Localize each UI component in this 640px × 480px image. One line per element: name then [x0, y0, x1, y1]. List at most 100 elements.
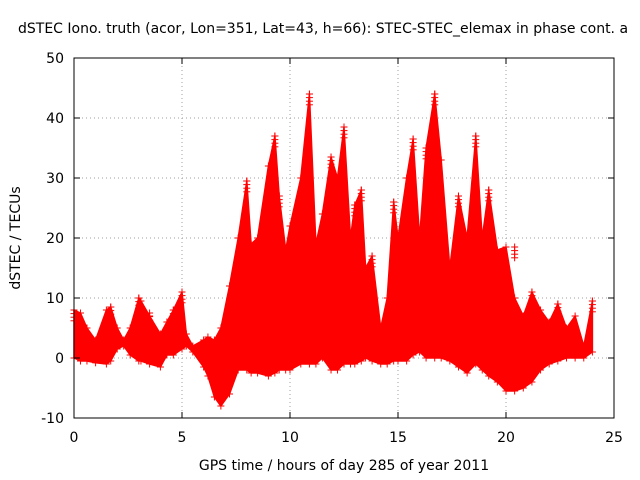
upper-point — [580, 342, 588, 350]
lower-point — [318, 354, 326, 362]
upper-point — [346, 234, 354, 242]
upper-point — [351, 201, 359, 209]
upper-point — [275, 192, 283, 200]
lower-point — [368, 357, 376, 365]
lower-point — [83, 357, 91, 365]
upper-point — [390, 198, 398, 206]
lower-point — [511, 387, 519, 395]
upper-point — [416, 234, 424, 242]
y-tick-label: 10 — [46, 291, 64, 307]
data-markers — [70, 90, 596, 410]
lower-point — [416, 348, 424, 356]
upper-point — [210, 336, 218, 344]
upper-point — [297, 174, 305, 182]
upper-point — [282, 246, 290, 254]
lower-point — [275, 366, 283, 374]
upper-point — [92, 336, 100, 344]
upper-point — [178, 288, 186, 296]
peak-marker — [178, 299, 186, 307]
upper-point — [137, 297, 145, 305]
upper-point — [340, 123, 348, 131]
upper-point — [362, 264, 370, 272]
lower-point — [403, 357, 411, 365]
lower-point — [571, 354, 579, 362]
peak-marker — [390, 209, 398, 217]
lower-point — [182, 342, 190, 350]
upper-point — [243, 177, 251, 185]
upper-point — [478, 234, 486, 242]
upper-point — [511, 294, 519, 302]
lower-point — [146, 360, 154, 368]
upper-point — [409, 135, 417, 143]
upper-point — [334, 174, 342, 182]
y-axis-label: dSTEC / TECUs — [8, 186, 24, 289]
lower-point — [478, 366, 486, 374]
lower-point — [297, 360, 305, 368]
chart-title: dSTEC Iono. truth (acor, Lon=351, Lat=43… — [18, 21, 628, 37]
lower-point — [437, 354, 445, 362]
upper-point — [454, 192, 462, 200]
upper-point — [102, 306, 110, 314]
upper-point — [312, 240, 320, 248]
lower-point — [156, 363, 164, 371]
lower-point — [178, 345, 186, 353]
lower-point — [362, 354, 370, 362]
lower-point — [472, 360, 480, 368]
peak-marker — [351, 212, 359, 220]
peak-marker — [368, 263, 376, 271]
lower-point — [528, 378, 536, 386]
lower-point — [305, 360, 313, 368]
axis-ticks — [73, 57, 615, 419]
lower-point — [200, 363, 208, 371]
lower-point — [226, 390, 234, 398]
lower-point — [102, 360, 110, 368]
upper-point — [247, 240, 255, 248]
peak-marker — [528, 299, 536, 307]
x-tick-label: 15 — [389, 430, 407, 446]
upper-point — [357, 186, 365, 194]
upper-point — [76, 309, 84, 317]
lower-point — [394, 357, 402, 365]
upper-point — [113, 324, 121, 332]
lower-point — [351, 360, 359, 368]
upper-point — [528, 288, 536, 296]
x-tick-labels: 0 5 10 15 20 25 — [70, 430, 623, 446]
upper-point — [485, 186, 493, 194]
upper-point — [493, 246, 501, 254]
lower-point — [189, 348, 197, 356]
x-tick-label: 0 — [70, 430, 79, 446]
upper-point — [383, 294, 391, 302]
peak-marker — [511, 254, 519, 262]
peak-marker — [243, 188, 251, 196]
lower-point — [493, 378, 501, 386]
peak-marker — [340, 134, 348, 142]
peak-marker — [275, 203, 283, 211]
peak-marker — [472, 143, 480, 151]
lower-point — [243, 366, 251, 374]
upper-point — [377, 324, 385, 332]
lower-point — [312, 360, 320, 368]
upper-point — [234, 234, 242, 242]
upper-point — [318, 210, 326, 218]
lower-point — [383, 360, 391, 368]
upper-point — [226, 282, 234, 290]
lower-point — [422, 354, 430, 362]
x-axis-label: GPS time / hours of day 285 of year 2011 — [199, 458, 489, 474]
upper-point — [472, 132, 480, 140]
upper-point — [264, 162, 272, 170]
lower-point — [120, 342, 128, 350]
y-tick-label: -10 — [41, 411, 64, 427]
upper-point — [169, 306, 177, 314]
upper-point — [120, 336, 128, 344]
lower-point — [562, 354, 570, 362]
y-tick-label: 0 — [55, 351, 64, 367]
x-tick-label: 25 — [605, 430, 623, 446]
lower-point — [286, 366, 294, 374]
lower-point — [247, 369, 255, 377]
lower-point — [545, 360, 553, 368]
upper-point — [217, 324, 225, 332]
lower-point — [107, 357, 115, 365]
peak-marker — [107, 314, 115, 322]
lower-point — [431, 354, 439, 362]
